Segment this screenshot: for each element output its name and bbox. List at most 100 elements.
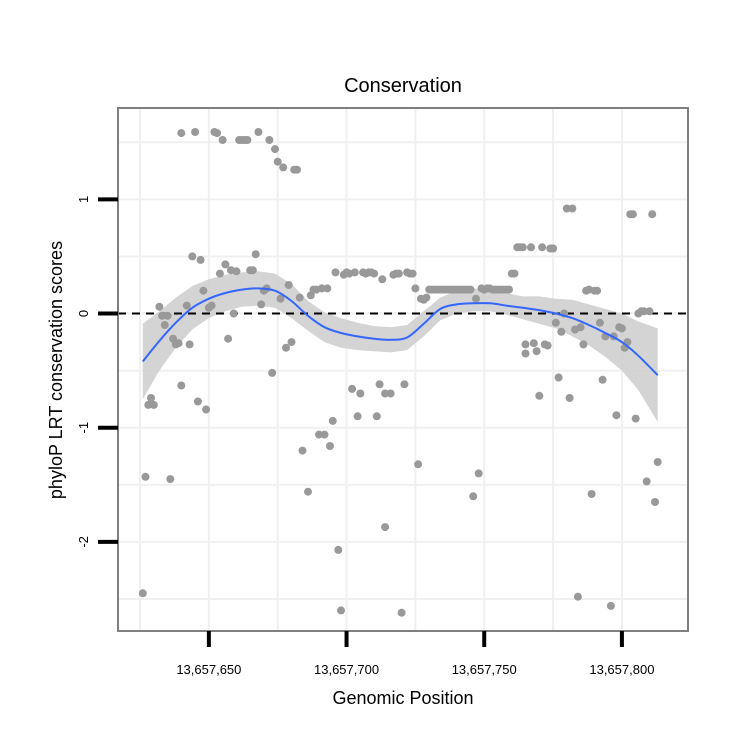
- data-point: [598, 375, 607, 384]
- data-point: [469, 492, 478, 501]
- data-point: [595, 318, 604, 327]
- data-point: [221, 260, 230, 269]
- data-point: [568, 204, 577, 213]
- data-point: [397, 608, 406, 617]
- data-point: [472, 294, 480, 303]
- data-point: [177, 129, 186, 138]
- data-point: [532, 347, 541, 356]
- data-point: [565, 394, 574, 402]
- data-point: [287, 338, 296, 347]
- data-point: [304, 487, 312, 496]
- data-point: [510, 269, 519, 278]
- data-point: [579, 340, 588, 349]
- data-point: [202, 405, 211, 414]
- data-point: [653, 458, 662, 466]
- data-point: [215, 269, 224, 278]
- data-point: [276, 294, 285, 303]
- y-tick-label: 0: [76, 310, 91, 317]
- data-point: [466, 285, 475, 294]
- x-tick-label: 13,657,700: [314, 662, 379, 677]
- data-point: [251, 250, 260, 259]
- data-point: [177, 381, 186, 390]
- chart-title: Conservation: [344, 75, 462, 97]
- data-point: [320, 430, 329, 439]
- data-point: [229, 309, 238, 318]
- data-point: [248, 266, 257, 275]
- data-point: [557, 327, 566, 336]
- data-point: [207, 301, 216, 310]
- data-point: [243, 136, 252, 144]
- y-axis: -2 -1 0 1: [76, 196, 118, 548]
- data-point: [337, 606, 345, 615]
- data-point: [218, 136, 227, 144]
- x-axis-title: Genomic Position: [332, 688, 473, 708]
- data-point: [414, 460, 423, 469]
- plot-panel: [118, 108, 688, 631]
- data-point: [196, 255, 205, 264]
- data-point: [521, 340, 530, 349]
- data-point: [648, 210, 657, 219]
- data-point: [254, 128, 263, 136]
- data-point: [293, 165, 301, 174]
- data-point: [188, 252, 197, 261]
- data-point: [141, 472, 150, 481]
- data-point: [474, 469, 483, 478]
- data-point: [257, 300, 266, 309]
- data-point: [521, 349, 530, 358]
- data-point: [224, 334, 233, 343]
- data-point: [612, 411, 621, 420]
- data-point: [381, 389, 390, 398]
- data-point: [199, 286, 208, 295]
- data-point: [642, 477, 651, 486]
- data-point: [328, 416, 337, 425]
- data-point: [317, 284, 326, 293]
- data-point: [617, 324, 626, 333]
- data-point: [331, 268, 340, 277]
- data-point: [155, 302, 164, 311]
- data-point: [381, 523, 390, 532]
- data-point: [149, 400, 158, 409]
- data-point: [422, 293, 431, 302]
- data-point: [158, 311, 167, 320]
- x-tick-label: 13,657,750: [452, 662, 517, 677]
- data-point: [375, 380, 384, 389]
- plot-frame: [117, 107, 689, 632]
- data-point: [271, 145, 279, 154]
- data-point: [518, 243, 527, 252]
- data-point: [185, 340, 194, 349]
- data-point: [353, 412, 362, 421]
- data-point: [326, 442, 334, 450]
- data-point: [527, 243, 535, 252]
- data-point: [593, 286, 602, 295]
- x-axis: 13,657,650 13,657,700 13,657,750 13,657,800: [176, 631, 654, 677]
- data-point: [631, 414, 640, 423]
- data-point: [411, 284, 420, 293]
- data-point: [645, 307, 654, 316]
- data-point: [573, 592, 582, 601]
- data-point: [147, 394, 155, 402]
- data-point: [394, 269, 403, 278]
- y-tick-label: -2: [76, 536, 91, 548]
- data-point: [166, 475, 175, 484]
- data-point: [191, 128, 200, 136]
- data-point: [628, 210, 637, 219]
- data-point: [350, 268, 359, 277]
- data-point: [543, 341, 552, 350]
- data-point: [356, 389, 365, 398]
- data-point: [284, 281, 293, 289]
- data-point: [606, 601, 615, 610]
- data-point: [279, 163, 288, 172]
- data-point: [213, 129, 222, 138]
- data-point: [265, 136, 274, 144]
- data-point: [554, 373, 563, 382]
- y-tick-label: 1: [76, 196, 91, 203]
- data-point: [174, 339, 183, 348]
- data-point: [232, 267, 241, 276]
- data-point: [273, 157, 282, 166]
- data-point: [138, 589, 147, 598]
- data-point: [163, 311, 172, 320]
- x-tick-label: 13,657,800: [589, 662, 654, 677]
- data-point: [298, 446, 307, 455]
- data-point: [551, 318, 560, 327]
